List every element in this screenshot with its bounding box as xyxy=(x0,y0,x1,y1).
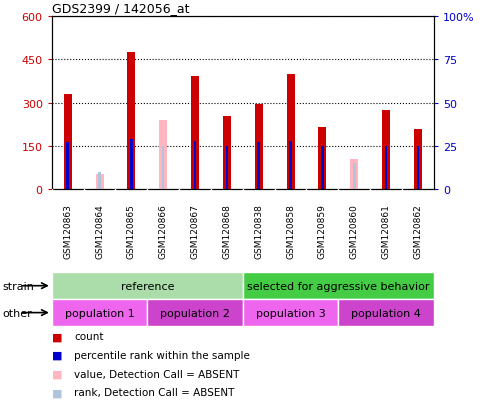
Text: other: other xyxy=(2,308,32,318)
Bar xyxy=(318,128,326,190)
Bar xyxy=(338,299,434,326)
Bar xyxy=(52,273,243,299)
Bar xyxy=(64,95,71,190)
Text: rank, Detection Call = ABSENT: rank, Detection Call = ABSENT xyxy=(74,387,234,397)
Bar xyxy=(67,143,69,190)
Bar xyxy=(414,129,422,190)
Text: GSM120859: GSM120859 xyxy=(318,204,327,259)
Bar xyxy=(286,74,294,190)
Bar xyxy=(98,173,101,190)
Bar xyxy=(147,299,243,326)
Bar xyxy=(226,147,228,190)
Text: GSM120865: GSM120865 xyxy=(127,204,136,259)
Text: GSM120860: GSM120860 xyxy=(350,204,359,259)
Bar xyxy=(243,299,338,326)
Text: selected for aggressive behavior: selected for aggressive behavior xyxy=(247,281,429,291)
Text: strain: strain xyxy=(2,281,35,291)
Text: ■: ■ xyxy=(52,387,62,397)
Bar xyxy=(382,111,390,190)
Text: ■: ■ xyxy=(52,369,62,379)
Text: GSM120868: GSM120868 xyxy=(222,204,231,259)
Bar xyxy=(289,141,292,190)
Text: GSM120867: GSM120867 xyxy=(190,204,200,259)
Text: population 4: population 4 xyxy=(351,308,421,318)
Bar xyxy=(255,105,263,190)
Bar xyxy=(385,147,387,190)
Bar xyxy=(350,159,358,190)
Text: ■: ■ xyxy=(52,350,62,360)
Text: GSM120863: GSM120863 xyxy=(63,204,72,259)
Text: GSM120858: GSM120858 xyxy=(286,204,295,259)
Text: population 1: population 1 xyxy=(65,308,135,318)
Bar xyxy=(52,299,147,326)
Text: GDS2399 / 142056_at: GDS2399 / 142056_at xyxy=(52,2,189,15)
Bar xyxy=(127,53,136,190)
Text: count: count xyxy=(74,332,104,342)
Bar xyxy=(130,140,133,190)
Text: percentile rank within the sample: percentile rank within the sample xyxy=(74,350,250,360)
Text: GSM120866: GSM120866 xyxy=(159,204,168,259)
Bar xyxy=(417,147,419,190)
Text: ■: ■ xyxy=(52,332,62,342)
Bar xyxy=(162,147,165,190)
Bar xyxy=(257,143,260,190)
Bar xyxy=(194,141,196,190)
Bar xyxy=(353,164,355,190)
Text: population 3: population 3 xyxy=(256,308,325,318)
Text: population 2: population 2 xyxy=(160,308,230,318)
Bar xyxy=(191,77,199,190)
Text: GSM120838: GSM120838 xyxy=(254,204,263,259)
Text: GSM120861: GSM120861 xyxy=(382,204,390,259)
Text: GSM120862: GSM120862 xyxy=(414,204,423,259)
Bar xyxy=(321,147,324,190)
Bar xyxy=(96,174,104,190)
Bar xyxy=(159,121,167,190)
Bar xyxy=(223,116,231,190)
Text: GSM120864: GSM120864 xyxy=(95,204,104,259)
Bar xyxy=(243,273,434,299)
Text: reference: reference xyxy=(120,281,174,291)
Text: value, Detection Call = ABSENT: value, Detection Call = ABSENT xyxy=(74,369,239,379)
